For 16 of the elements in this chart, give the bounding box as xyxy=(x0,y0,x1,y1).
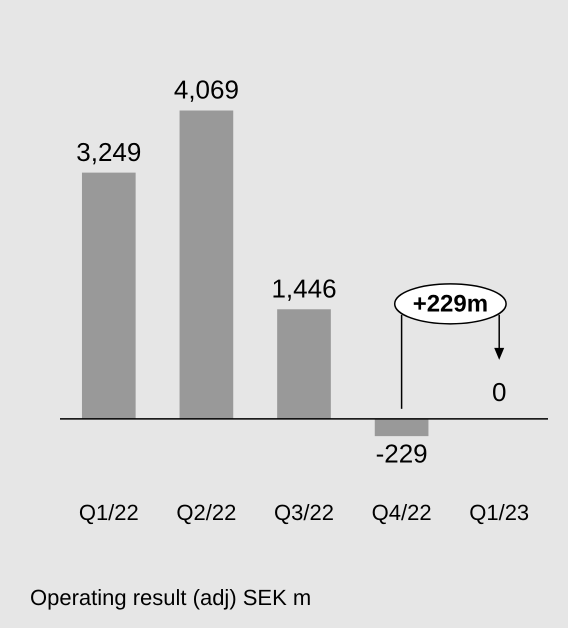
bar xyxy=(277,309,331,419)
data-label: -229 xyxy=(376,438,428,468)
data-label: 3,249 xyxy=(76,136,142,167)
data-label: 0 xyxy=(492,377,506,408)
bar xyxy=(374,418,428,436)
x-tick-label: Q1/22 xyxy=(78,500,139,525)
x-tick-label: Q1/23 xyxy=(469,500,530,525)
bar xyxy=(82,172,136,419)
data-label: 4,069 xyxy=(174,74,239,105)
text: Operating result (adj) SEK m xyxy=(30,585,312,610)
x-tick-label: Q3/22 xyxy=(274,500,334,525)
x-tick-label: Q4/22 xyxy=(372,500,432,525)
x-tick-label: Q2/22 xyxy=(176,500,236,525)
annotation: +229m xyxy=(412,290,488,318)
bar xyxy=(180,110,234,419)
data-label: 1,446 xyxy=(271,273,337,304)
